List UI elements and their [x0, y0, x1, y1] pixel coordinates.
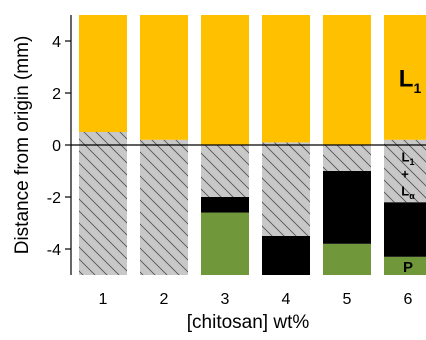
bar-5: [323, 15, 371, 275]
x-tick-label: 2: [160, 291, 169, 308]
segment-l1: [262, 15, 310, 143]
segment-l1: [323, 15, 371, 145]
bar-3: [201, 15, 249, 275]
y-tick-label: -2: [47, 190, 61, 207]
label-l1-plus-la-plus: +: [401, 167, 409, 182]
segment-la: [262, 236, 310, 275]
bars-layer: [79, 15, 426, 275]
segment-l1: [384, 15, 426, 140]
segment-p: [201, 212, 249, 275]
x-tick-label: 1: [99, 291, 108, 308]
segment-l1-plus-la: [79, 132, 127, 275]
segment-la: [323, 171, 371, 244]
label-l1: L1: [399, 65, 422, 96]
label-p: P: [403, 259, 413, 276]
y-tick-label: -4: [47, 242, 61, 259]
segment-l1: [79, 15, 127, 132]
segment-l1-plus-la: [201, 145, 249, 197]
bar-4: [262, 15, 310, 275]
segment-l1: [140, 15, 188, 140]
segment-l1-plus-la: [384, 139, 426, 203]
y-tick-label: 0: [52, 138, 61, 155]
x-tick-label: 4: [282, 291, 291, 308]
segment-l1-plus-la: [140, 139, 188, 275]
x-axis-label: [chitosan] wt%: [187, 312, 310, 333]
segment-p: [323, 243, 371, 275]
bar-2: [140, 15, 188, 275]
y-tick-label: 4: [52, 34, 61, 51]
label-la: Lα: [398, 219, 423, 251]
segment-la: [201, 197, 249, 213]
x-tick-label: 6: [404, 291, 413, 308]
segment-l1: [201, 15, 249, 145]
label-l1-plus-la-line1: L1: [402, 150, 415, 168]
x-tick-label: 3: [221, 291, 230, 308]
bar-6: [384, 15, 426, 275]
segment-l1-plus-la: [323, 145, 371, 171]
x-tick-label: 5: [343, 291, 352, 308]
segment-l1-plus-la: [262, 142, 310, 236]
segment-la: [384, 202, 426, 257]
segment-p: [384, 256, 426, 275]
y-tick-label: 2: [52, 86, 61, 103]
y-axis-label: Distance from origin (mm): [12, 36, 33, 255]
bar-1: [79, 15, 127, 275]
axes-layer: -4 -2 0 2 4 1 2 3 4 5 6: [47, 15, 413, 308]
label-l1-plus-la-line3: Lα: [401, 184, 415, 202]
